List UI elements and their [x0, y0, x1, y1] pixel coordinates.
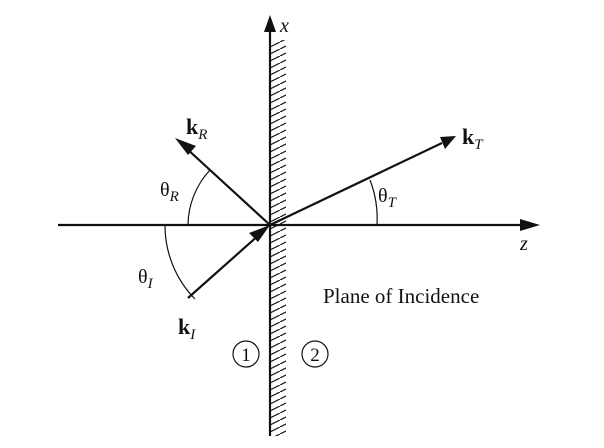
medium-2-label: 2: [310, 345, 320, 366]
plane-of-incidence-label: Plane of Incidence: [323, 284, 479, 308]
reflected-vector-label: kR: [186, 114, 207, 143]
z-axis-label: z: [519, 233, 528, 255]
transmitted-vector-label: kT: [462, 124, 484, 153]
interface-boundary: [268, 40, 286, 436]
medium-1-label: 1: [241, 345, 251, 366]
transmitted-vector-arrow: [269, 136, 456, 226]
reflected-angle-label: θR: [160, 179, 179, 205]
reflected-vector-arrow: [175, 138, 271, 226]
medium-2-marker: 2: [301, 340, 329, 368]
incident-vector-label: kI: [178, 314, 196, 343]
transmitted-angle-label: θT: [378, 185, 398, 211]
incident-angle-label: θI: [138, 266, 154, 292]
medium-1-marker: 1: [232, 340, 260, 368]
x-axis: [264, 15, 276, 40]
reflected-angle-arc: [187, 169, 211, 226]
transmitted-angle-arc: [369, 179, 378, 226]
z-axis: [58, 219, 540, 231]
incident-angle-arc: [164, 224, 196, 300]
incident-vector-arrow: [187, 225, 270, 299]
x-axis-label: x: [279, 15, 289, 37]
